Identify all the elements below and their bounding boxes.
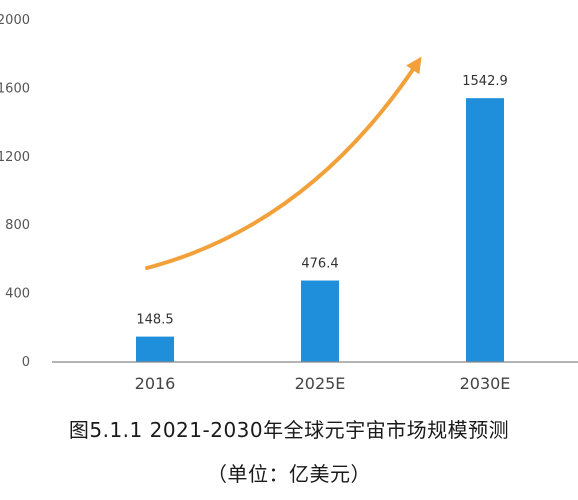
growth-arrow xyxy=(147,62,418,268)
bar-2016 xyxy=(136,337,174,362)
data-label: 148.5 xyxy=(136,313,173,328)
y-tick-label: 2000 xyxy=(0,13,30,28)
figure-unit-caption: （单位：亿美元） xyxy=(0,458,578,487)
data-label: 476.4 xyxy=(301,257,338,272)
x-tick-label: 2025E xyxy=(295,374,346,393)
bar-2030e xyxy=(466,98,504,362)
y-tick-label: 400 xyxy=(5,287,30,302)
data-label: 1542.9 xyxy=(462,74,508,89)
y-tick-label: 1200 xyxy=(0,150,30,165)
x-tick-label: 2030E xyxy=(460,374,511,393)
bar-2025e xyxy=(301,281,339,362)
y-tick-label: 1600 xyxy=(0,81,30,96)
x-tick-label: 2016 xyxy=(135,374,176,393)
figure-caption: 图5.1.1 2021-2030年全球元宇宙市场规模预测 xyxy=(0,414,578,443)
y-tick-label: 800 xyxy=(5,218,30,233)
y-tick-label: 0 xyxy=(22,355,30,370)
